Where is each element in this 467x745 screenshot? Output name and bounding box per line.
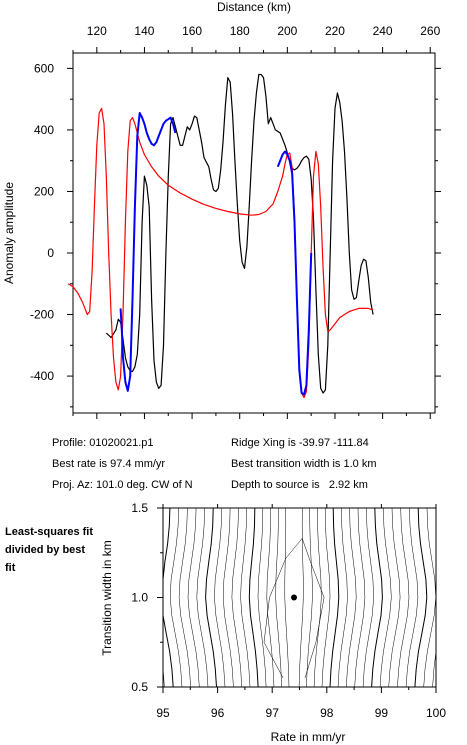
- contour-x-tick-label: 100: [426, 706, 446, 720]
- contour-line: [222, 507, 234, 688]
- contour-line: [298, 507, 304, 688]
- contour-line: [371, 507, 383, 688]
- contour-line: [354, 507, 366, 688]
- top-plot-frame: [72, 52, 436, 414]
- contour-line: [169, 507, 183, 688]
- best-fit-point: [291, 594, 298, 601]
- contour-y-axis-label: Transition width in km: [100, 540, 114, 656]
- contour-line: [162, 507, 174, 688]
- contour-y-tick-label: 1.5: [131, 501, 148, 515]
- series-line-2: [119, 112, 177, 392]
- contour-line: [205, 507, 217, 688]
- top-x-tick-label: 200: [277, 24, 297, 38]
- series-line-3: [276, 150, 313, 396]
- contour-line: [284, 507, 290, 688]
- top-y-axis-label: Anomaly amplitude: [2, 182, 16, 284]
- top-x-tick-label: 220: [325, 24, 345, 38]
- contour-line: [240, 507, 251, 688]
- contour-line: [388, 507, 401, 688]
- contour-line: [187, 507, 200, 688]
- contour-line: [337, 507, 348, 688]
- top-x-tick-label: 240: [373, 24, 393, 38]
- contour-line: [275, 507, 282, 688]
- contour-line: [214, 507, 226, 688]
- contour-plot-frame: [162, 507, 437, 688]
- contour-x-tick-label: 99: [375, 706, 389, 720]
- top-x-tick-label: 180: [230, 24, 250, 38]
- anomaly-profile-plot: 120 140 160 180 200 220 240 260 -400 -200 0 200 400 6…: [2, 0, 441, 419]
- y-tick-label: 400: [34, 123, 54, 137]
- contour-line: [306, 507, 313, 688]
- depth-text: Depth to source is 2.92 km: [231, 479, 368, 491]
- best-width-text: Best transition width is 1.0 km: [231, 458, 377, 470]
- top-x-tick-label: 160: [182, 24, 202, 38]
- contour-line-inner: [263, 537, 325, 679]
- contour-line: [321, 507, 331, 688]
- y-tick-label: -200: [30, 308, 54, 322]
- top-x-tick-label: 260: [420, 24, 440, 38]
- contour-x-tick-label: 97: [266, 706, 280, 720]
- top-x-axis-label: Distance (km): [217, 0, 291, 14]
- contour-line: [329, 507, 340, 688]
- y-tick-label: 0: [47, 246, 54, 260]
- contour-line: [313, 507, 322, 688]
- contour-plot-ticks: 95 96 97 98 99 100 0.5 1.0 1.5: [131, 501, 446, 720]
- contour-line: [162, 508, 165, 688]
- contour-lines: [162, 507, 437, 688]
- contour-line: [414, 507, 428, 688]
- contour-line: [231, 507, 242, 688]
- contour-x-tick-label: 98: [320, 706, 334, 720]
- contour-line: [423, 507, 437, 688]
- contour-line: [266, 507, 275, 688]
- contour-line: [432, 507, 437, 688]
- top-x-tick-label: 140: [134, 24, 154, 38]
- contour-line: [196, 507, 209, 688]
- contour-line: [397, 507, 410, 688]
- contour-line: [257, 507, 267, 688]
- contour-x-tick-label: 95: [156, 706, 170, 720]
- y-tick-label: -400: [30, 369, 54, 383]
- series-line-0: [105, 73, 374, 394]
- top-x-tick-label: 120: [87, 24, 107, 38]
- contour-x-axis-label: Rate in mm/yr: [271, 730, 346, 744]
- y-tick-label: 200: [34, 184, 54, 198]
- y-tick-label: 600: [34, 61, 54, 75]
- misfit-contour-plot: 95 96 97 98 99 100 0.5 1.0 1.5 Rate in mm/yr Tra…: [100, 501, 446, 744]
- contour-description: Least-squares fit divided by best fit: [5, 526, 94, 574]
- contour-line: [362, 507, 374, 688]
- ridge-xing-text: Ridge Xing is -39.97 -111.84: [231, 437, 369, 449]
- contour-line: [178, 507, 191, 688]
- profile-text: Profile: 01020021.p1: [52, 437, 154, 449]
- contour-line: [405, 507, 419, 688]
- contour-y-tick-label: 1.0: [131, 591, 148, 605]
- top-plot-ticks: 120 140 160 180 200 220 240 260 -400 -200 0 200 400 6…: [30, 24, 441, 419]
- contour-line: [346, 507, 357, 688]
- proj-az-text: Proj. Az: 101.0 deg. CW of N: [52, 479, 193, 491]
- series-line-1: [67, 107, 374, 399]
- contour-y-tick-label: 0.5: [131, 680, 148, 694]
- contour-x-tick-label: 96: [211, 706, 225, 720]
- top-plot-series: [67, 73, 374, 399]
- best-rate-text: Best rate is 97.4 mm/yr: [52, 458, 166, 470]
- contour-line: [248, 507, 259, 688]
- contour-line: [379, 507, 392, 688]
